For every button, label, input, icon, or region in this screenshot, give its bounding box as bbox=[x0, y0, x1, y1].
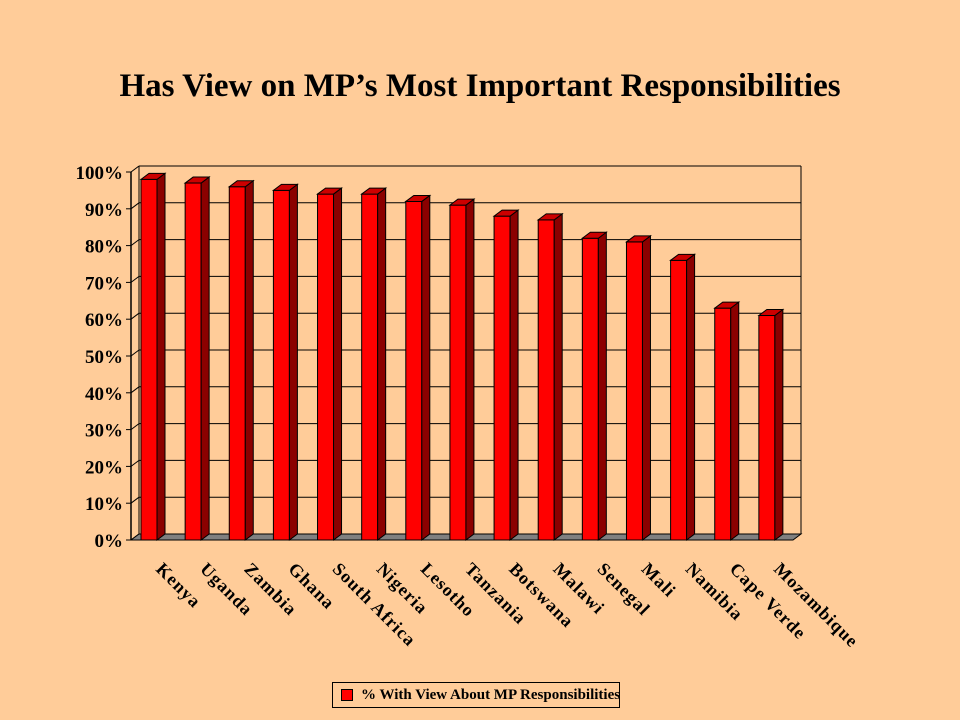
bar-front bbox=[272, 189, 290, 541]
gridline-connector bbox=[130, 459, 140, 467]
bar-front bbox=[405, 200, 423, 541]
bar-side bbox=[509, 209, 519, 542]
bar-front bbox=[140, 178, 158, 541]
bar-top bbox=[757, 309, 785, 317]
gridline-connector bbox=[130, 386, 140, 394]
bar-front bbox=[625, 241, 643, 541]
bar-top bbox=[271, 183, 299, 191]
bar-top bbox=[713, 301, 741, 309]
bar-side bbox=[553, 212, 563, 541]
bar bbox=[536, 212, 564, 541]
bar bbox=[360, 187, 388, 541]
x-category-label: Kenya bbox=[152, 559, 205, 612]
bar-side bbox=[333, 187, 343, 541]
y-tick-label: 60% bbox=[85, 310, 123, 331]
y-tick-label: 30% bbox=[85, 421, 123, 442]
bar-top bbox=[404, 194, 432, 202]
gridline-connector bbox=[130, 496, 140, 504]
bar-side bbox=[730, 301, 740, 541]
y-tick-label: 50% bbox=[85, 347, 123, 368]
bar-side bbox=[156, 172, 166, 541]
bar bbox=[448, 198, 476, 541]
bar bbox=[271, 183, 299, 541]
bar-side bbox=[686, 253, 696, 541]
bar bbox=[580, 231, 608, 541]
bar-front bbox=[670, 259, 688, 541]
bar-side bbox=[465, 198, 475, 541]
y-axis: 0% 10% 20% 30% 40% 50% 60% 70% 80% 90% 100% bbox=[76, 163, 132, 552]
bar-top bbox=[536, 213, 564, 221]
bar-side bbox=[244, 179, 254, 541]
bar bbox=[713, 301, 741, 541]
legend-label: % With View About MP Responsibilities bbox=[361, 686, 621, 703]
gridline-connector bbox=[130, 165, 140, 173]
bar bbox=[227, 179, 255, 541]
bar bbox=[492, 209, 520, 542]
y-tick-label: 0% bbox=[95, 531, 124, 552]
bar-top bbox=[492, 209, 520, 217]
bar-top bbox=[624, 235, 652, 243]
gridline-connector bbox=[130, 349, 140, 357]
gridline-connector bbox=[130, 423, 140, 431]
bar-top bbox=[448, 198, 476, 206]
bar bbox=[669, 253, 697, 541]
bar-front bbox=[317, 193, 335, 541]
legend-swatch bbox=[341, 689, 353, 701]
y-tick-label: 100% bbox=[76, 163, 124, 184]
bar bbox=[183, 176, 211, 541]
legend: % With View About MP Responsibilities bbox=[332, 682, 620, 708]
bar-front bbox=[714, 307, 732, 541]
bar bbox=[757, 308, 785, 541]
bar-side bbox=[288, 183, 298, 541]
bar-front bbox=[537, 219, 555, 541]
bar-front bbox=[449, 204, 467, 541]
bar-side bbox=[774, 308, 784, 541]
bar bbox=[316, 187, 344, 541]
bar bbox=[139, 172, 167, 541]
chart-title: Has View on MP’s Most Important Responsi… bbox=[119, 68, 841, 104]
bar-front bbox=[758, 315, 776, 541]
bar-side bbox=[641, 234, 651, 541]
bar-top bbox=[360, 187, 388, 195]
bar-top bbox=[183, 176, 211, 184]
bar-front bbox=[493, 215, 511, 541]
bar bbox=[624, 234, 652, 541]
bar-front bbox=[184, 182, 202, 541]
bar-side bbox=[421, 194, 431, 541]
bar-front bbox=[228, 186, 246, 541]
y-tick-label: 80% bbox=[85, 237, 123, 258]
y-tick-label: 70% bbox=[85, 273, 123, 294]
bar-top bbox=[316, 187, 344, 195]
y-tick-label: 20% bbox=[85, 457, 123, 478]
bar-top bbox=[580, 231, 608, 239]
y-tick-label: 90% bbox=[85, 200, 123, 221]
gridline-connector bbox=[130, 275, 140, 283]
gridline-connector bbox=[130, 312, 140, 320]
bar-front bbox=[581, 237, 599, 541]
bar-front bbox=[361, 193, 379, 541]
bars bbox=[139, 172, 785, 542]
bar-side bbox=[377, 187, 387, 541]
bar-top bbox=[227, 180, 255, 188]
y-tick-label: 40% bbox=[85, 384, 123, 405]
bar bbox=[404, 194, 432, 541]
y-tick-label: 10% bbox=[85, 494, 123, 515]
gridline-connector bbox=[130, 202, 140, 210]
bar-side bbox=[200, 176, 210, 541]
gridline-connector bbox=[130, 239, 140, 247]
bar-top bbox=[669, 253, 697, 261]
bar-side bbox=[597, 231, 607, 541]
bar-top bbox=[139, 172, 167, 180]
